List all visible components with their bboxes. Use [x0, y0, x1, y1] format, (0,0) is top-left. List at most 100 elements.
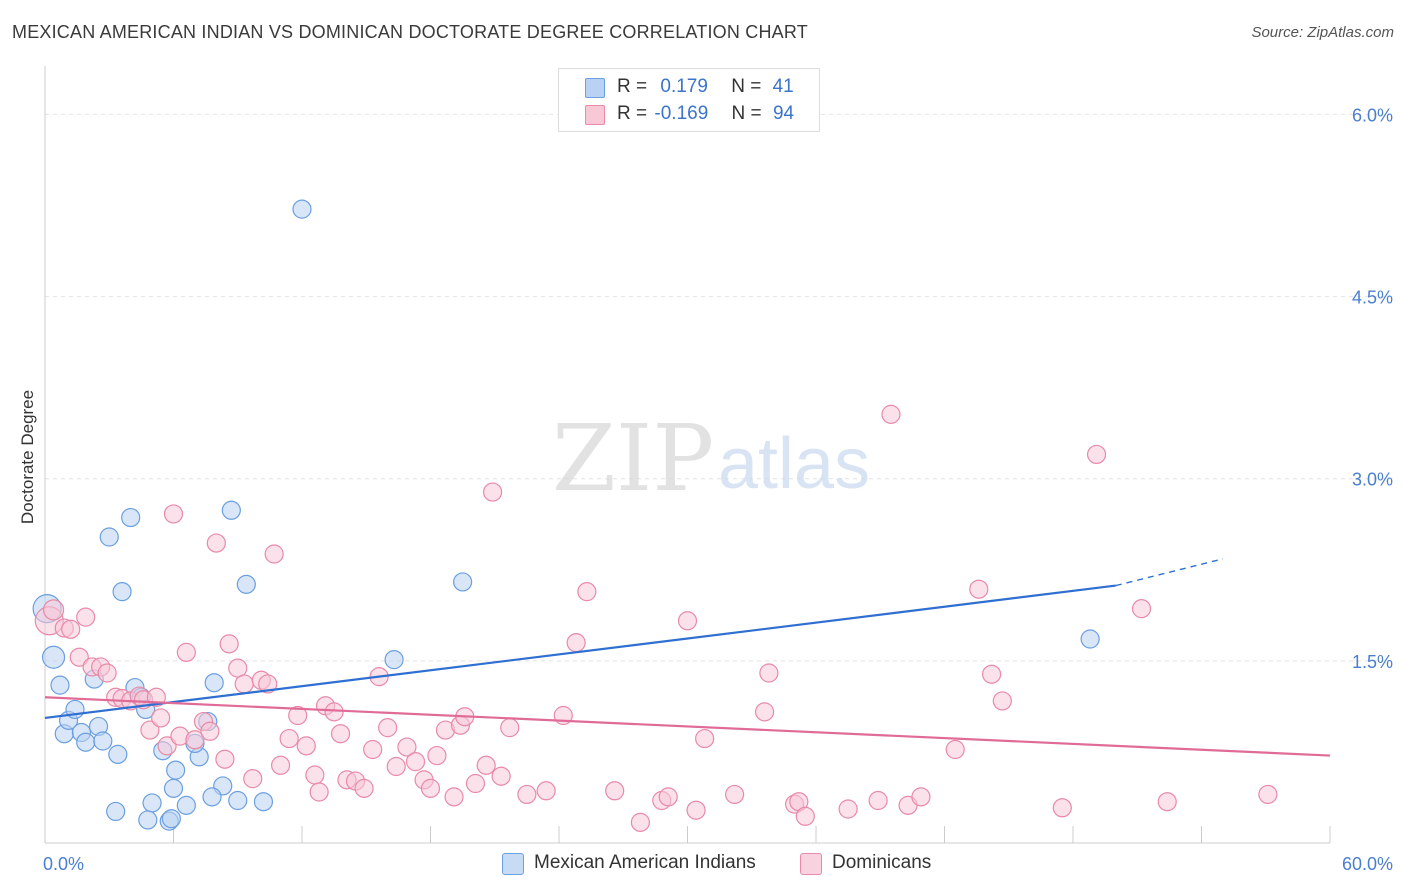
point-s0-14	[121, 507, 141, 528]
y-axis-label: Doctorate Degree	[18, 390, 37, 524]
point-s1-35	[288, 705, 308, 726]
point-s1-49	[397, 737, 417, 757]
point-s0-22	[204, 673, 224, 693]
y-tick-label-0: 1.5%	[1352, 652, 1393, 672]
point-s1-82	[868, 790, 888, 811]
point-s1-23	[200, 721, 220, 741]
point-s1-88	[982, 664, 1002, 684]
point-s1-83	[881, 404, 901, 424]
point-s0-11	[99, 527, 119, 547]
legend-swatch-mexican	[585, 78, 605, 98]
point-s0-1	[41, 645, 66, 669]
point-s1-72	[677, 611, 698, 631]
point-s1-62	[500, 718, 520, 738]
legend-n-value: 94	[772, 103, 795, 124]
trend-line-0	[44, 584, 1116, 720]
point-s0-27	[163, 778, 184, 798]
point-s0-29	[176, 795, 196, 815]
point-s1-90	[1052, 798, 1072, 818]
point-s0-2	[50, 675, 70, 695]
point-s0-32	[253, 792, 274, 812]
point-s1-81	[838, 799, 858, 819]
y-tick-label-2: 4.5%	[1352, 288, 1393, 308]
point-s1-75	[725, 784, 745, 805]
point-s1-38	[309, 782, 329, 802]
legend-r-label: R =	[617, 76, 648, 97]
trend-line-extension-0	[1115, 558, 1224, 587]
point-s0-36	[161, 809, 181, 829]
point-s1-28	[234, 674, 254, 694]
chart-title: MEXICAN AMERICAN INDIAN VS DOMINICAN DOC…	[12, 22, 808, 42]
bottom-legend-swatch-mexican	[502, 853, 524, 875]
point-s1-14	[140, 720, 160, 740]
x-tick-label-0: 0.0%	[43, 854, 84, 874]
point-s1-71	[658, 787, 678, 807]
point-s1-29	[243, 769, 263, 789]
series-1-points	[34, 404, 1278, 832]
watermark: ZIP atlas	[552, 405, 870, 512]
point-s1-59	[476, 755, 496, 775]
point-s1-87	[969, 579, 989, 599]
legend-r-value: 0.179	[660, 76, 708, 97]
point-s1-40	[324, 702, 344, 722]
point-s1-20	[176, 642, 196, 662]
point-s1-85	[911, 787, 931, 807]
point-s1-1	[42, 599, 65, 621]
point-s1-48	[386, 756, 406, 777]
point-s1-89	[992, 691, 1012, 711]
legend-n-label: N =	[731, 76, 762, 97]
point-s1-34	[279, 728, 299, 749]
bottom-legend-label-dominican: Dominicans	[832, 852, 932, 873]
point-s1-55	[444, 787, 464, 807]
grid-lines	[45, 113, 1390, 662]
bottom-legend-swatch-dominican	[800, 853, 822, 875]
point-s1-25	[215, 749, 235, 769]
y-tick-labels: 1.5% 3.0% 4.5% 6.0%	[1352, 105, 1393, 671]
y-tick-label-1: 3.0%	[1352, 470, 1393, 490]
point-s1-16	[151, 708, 171, 728]
point-s1-64	[536, 781, 556, 801]
x-tick-labels: 0.0% 60.0%	[43, 854, 1393, 874]
y-tick-label-3: 6.0%	[1352, 105, 1393, 125]
point-s1-18	[163, 504, 184, 524]
point-s1-93	[1157, 792, 1177, 812]
point-s0-34	[138, 810, 158, 830]
point-s0-10	[93, 731, 113, 751]
point-s0-38	[384, 650, 404, 670]
point-s1-80	[795, 806, 815, 826]
point-s1-77	[759, 663, 779, 683]
trend-lines	[44, 558, 1331, 757]
point-s0-37	[292, 199, 312, 219]
point-s1-67	[577, 582, 597, 602]
point-s1-8	[97, 663, 117, 683]
point-s1-91	[1086, 444, 1107, 465]
trend-line-1	[44, 696, 1331, 757]
point-s1-63	[517, 784, 537, 805]
point-s1-33	[270, 755, 291, 775]
point-s1-58	[465, 773, 486, 794]
point-s1-69	[630, 812, 650, 832]
point-s1-44	[354, 778, 374, 798]
point-s1-94	[1258, 784, 1278, 805]
point-s1-61	[491, 766, 511, 786]
point-s1-36	[296, 736, 316, 756]
point-s1-17	[157, 736, 177, 756]
point-s0-7	[76, 732, 96, 752]
point-s1-32	[264, 544, 284, 564]
axes	[44, 66, 1331, 844]
watermark-atlas: atlas	[718, 424, 870, 504]
point-s1-3	[61, 619, 81, 639]
point-s0-35	[106, 801, 126, 822]
watermark-zip: ZIP	[552, 405, 714, 512]
point-s1-31	[258, 674, 278, 694]
point-s0-31	[228, 790, 248, 811]
point-s0-24	[236, 574, 256, 594]
legend-r-label: R =	[617, 103, 648, 124]
point-s0-39	[453, 572, 473, 592]
correlation-legend: R = 0.179 N = 41 R = -0.169 N = 94	[558, 68, 820, 132]
point-s1-86	[945, 739, 965, 760]
point-s1-47	[378, 718, 398, 738]
point-s0-19	[166, 760, 186, 780]
point-s1-68	[605, 781, 625, 801]
